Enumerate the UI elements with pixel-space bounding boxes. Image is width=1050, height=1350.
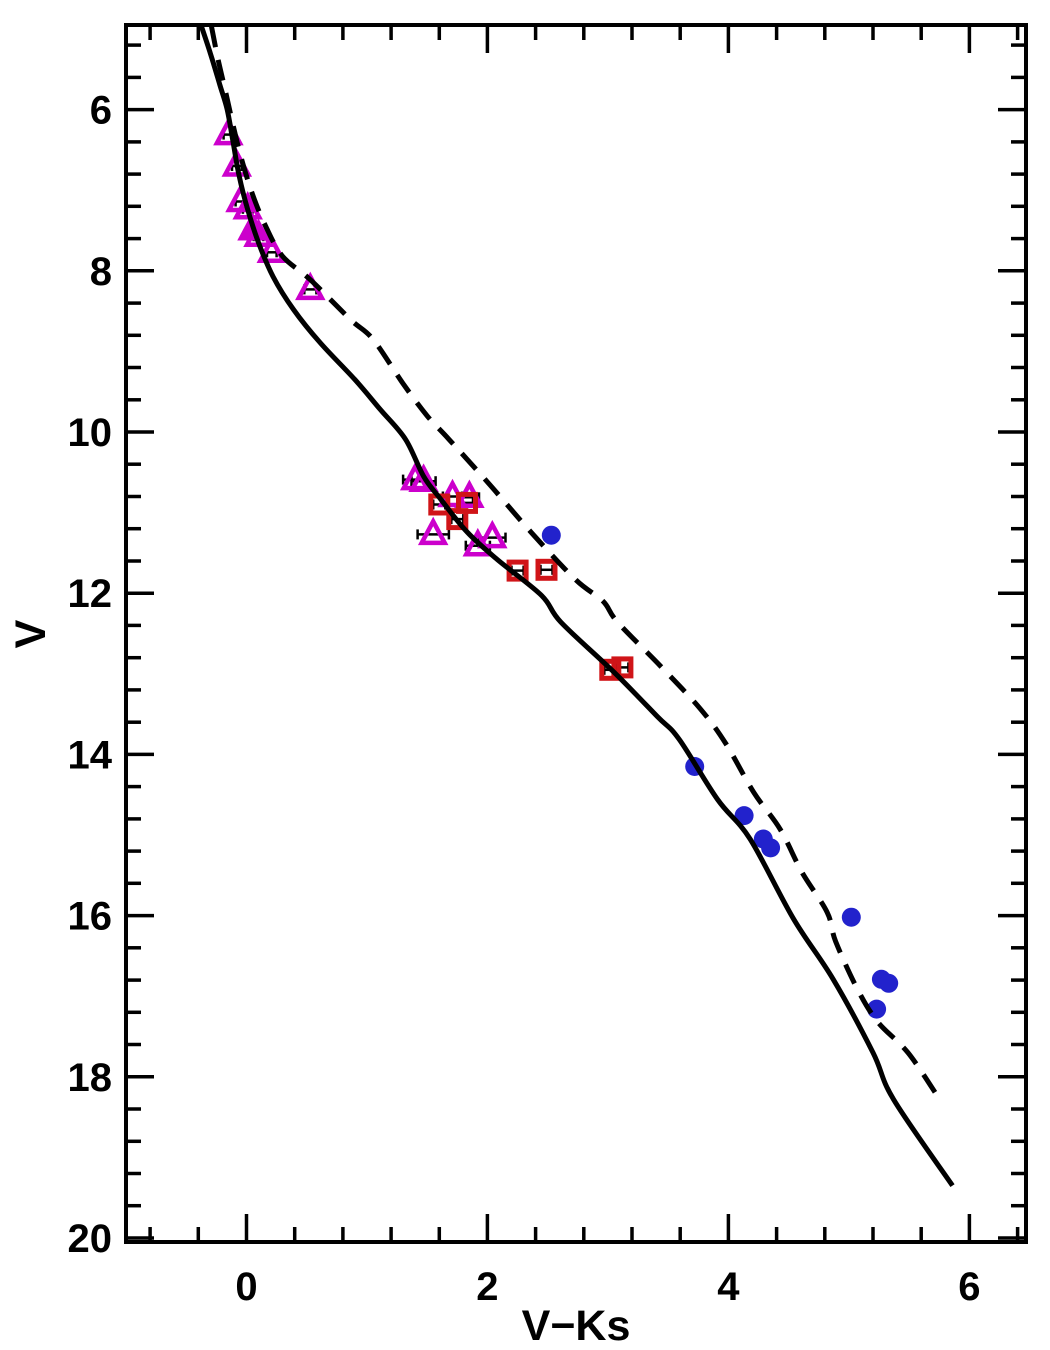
solid-sequence-line-path: [198, 25, 955, 1188]
error-bars-layer: [222, 129, 630, 675]
magenta-open-triangles-marker: [477, 519, 508, 549]
y-tick-label: 14: [68, 733, 113, 777]
curves-layer: [198, 25, 955, 1188]
blue-filled-circles-marker: [761, 838, 781, 858]
magenta-open-triangles-marker: [256, 234, 288, 264]
y-axis-title: V: [7, 619, 55, 648]
x-tick-label: 6: [958, 1265, 980, 1309]
blue-filled-circles-marker: [841, 907, 861, 927]
dashed-sequence-line-path: [209, 26, 941, 1099]
x-axis-title: V−Ks: [522, 1302, 631, 1350]
y-tick-label: 12: [68, 572, 113, 616]
y-tick-label: 20: [68, 1217, 113, 1261]
plot-frame: [124, 23, 1028, 1244]
magenta-open-triangles-marker: [408, 463, 439, 492]
blue-filled-circles-marker: [867, 999, 887, 1019]
y-tick-label: 18: [68, 1056, 113, 1100]
blue-filled-circles-marker: [879, 973, 899, 993]
markers-layer: [213, 116, 899, 1019]
blue-filled-circles-marker: [541, 525, 561, 545]
red-open-squares-marker: [535, 558, 558, 581]
y-tick-label: 8: [90, 250, 112, 294]
magenta-open-triangles-marker: [417, 516, 449, 546]
red-open-squares-marker: [611, 656, 634, 679]
blue-filled-circles-marker: [734, 806, 754, 826]
red-open-squares-marker: [446, 508, 469, 531]
y-tick-label: 16: [68, 895, 113, 939]
x-tick-label: 2: [476, 1265, 498, 1309]
axes-layer: 0 2 4 6 6 8 10 12 14 16 18 20: [68, 23, 1028, 1309]
red-open-squares-marker: [599, 658, 622, 681]
x-tick-label: 4: [717, 1265, 740, 1309]
y-tick-label: 10: [68, 411, 113, 455]
x-tick-label: 0: [235, 1265, 257, 1309]
y-tick-label: 6: [90, 89, 112, 133]
